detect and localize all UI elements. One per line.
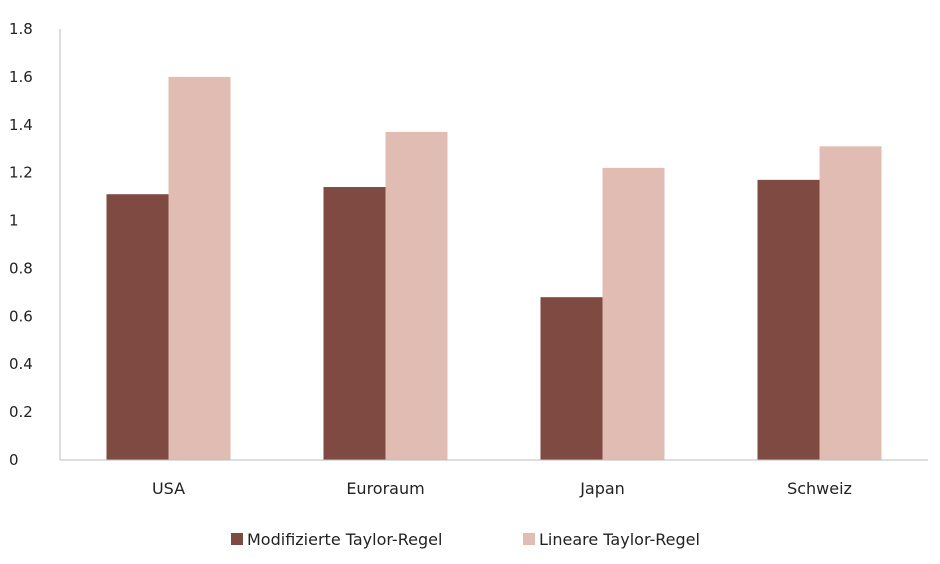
y-tick-label: 1.4	[9, 116, 33, 134]
bar-schweiz-linear	[819, 146, 882, 461]
x-category-label: Schweiz	[787, 479, 852, 498]
x-category-label: Japan	[579, 479, 625, 498]
legend-swatch	[231, 533, 243, 545]
bar-euroraum-linear	[385, 131, 448, 460]
bar-japan-linear	[602, 167, 665, 460]
bars	[106, 76, 882, 461]
y-tick-label: 0	[9, 451, 19, 469]
bar-schweiz-modifiziert	[757, 179, 820, 460]
legend-label: Modifizierte Taylor-Regel	[247, 530, 442, 549]
y-tick-label: 0.2	[9, 403, 33, 421]
y-tick-label: 0.8	[9, 259, 33, 277]
x-axis-categories: USA Euroraum Japan Schweiz	[152, 479, 852, 498]
bar-japan-modifiziert	[540, 297, 603, 460]
bar-usa-linear	[168, 76, 231, 460]
bar-euroraum-modifiziert	[323, 187, 386, 461]
y-axis-ticks: 0 0.2 0.4 0.6 0.8 1 1.2 1.4 1.6 1.8	[9, 20, 33, 469]
legend: Modifizierte Taylor-Regel Lineare Taylor-…	[231, 530, 700, 549]
y-tick-label: 1	[9, 212, 19, 230]
y-tick-label: 0.6	[9, 307, 33, 325]
x-category-label: Euroraum	[346, 479, 424, 498]
y-tick-label: 0.4	[9, 355, 33, 373]
legend-swatch	[523, 533, 535, 545]
x-category-label: USA	[152, 479, 185, 498]
y-tick-label: 1.6	[9, 68, 33, 86]
y-tick-label: 1.8	[9, 20, 33, 38]
legend-label: Lineare Taylor-Regel	[539, 530, 700, 549]
y-tick-label: 1.2	[9, 164, 33, 182]
bar-usa-modifiziert	[106, 194, 169, 460]
